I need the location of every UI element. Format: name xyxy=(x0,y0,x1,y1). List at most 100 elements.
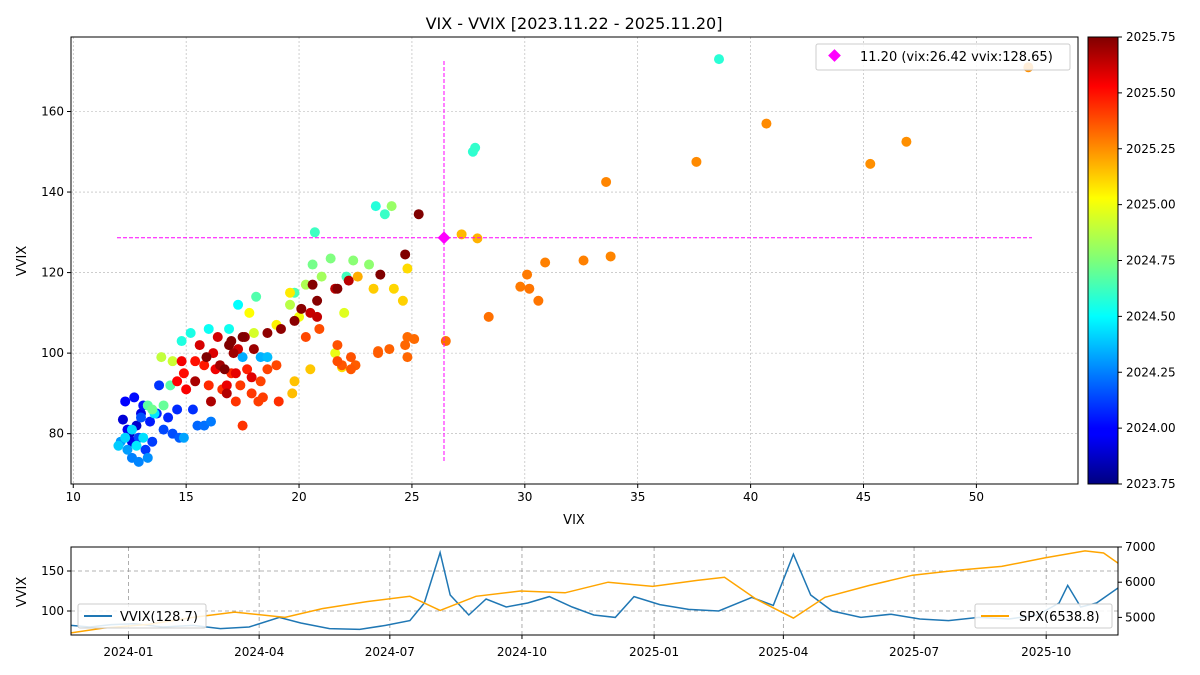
scatter-point xyxy=(187,404,198,415)
spx-legend: SPX(6538.8) xyxy=(974,603,1113,629)
reference-lines xyxy=(117,61,1032,463)
scatter-point xyxy=(142,452,153,463)
scatter-point xyxy=(230,368,241,379)
scatter-point xyxy=(158,424,169,435)
scatter-point xyxy=(224,323,235,334)
colorbar-tick-label: 2024.25 xyxy=(1126,365,1176,379)
scatter-point xyxy=(262,364,273,375)
scatter-point xyxy=(140,444,151,455)
x-tick-label: 35 xyxy=(630,490,645,504)
scatter-point xyxy=(233,299,244,310)
scatter-point xyxy=(244,307,255,318)
time-tick-label: 2025-04 xyxy=(758,645,808,659)
scatter-point xyxy=(287,388,298,399)
vvix-tick-label: 100 xyxy=(41,604,64,618)
scatter-point xyxy=(345,364,356,375)
vvix-tick-label: 150 xyxy=(41,564,64,578)
scatter-point xyxy=(275,323,286,334)
colorbar xyxy=(1087,36,1119,485)
scatter-point xyxy=(714,54,725,65)
scatter-points xyxy=(113,54,1034,467)
scatter-point xyxy=(364,259,375,270)
scatter-point xyxy=(158,400,169,411)
scatter-point xyxy=(203,323,214,334)
y-tick-label: 140 xyxy=(41,185,64,199)
scatter-point xyxy=(167,356,178,367)
scatter-point xyxy=(307,279,318,290)
time-tick-label: 2024-07 xyxy=(365,645,415,659)
scatter-point xyxy=(345,352,356,363)
scatter-point xyxy=(262,327,273,338)
scatter-point xyxy=(400,249,411,260)
scatter-point xyxy=(343,275,354,286)
scatter-point xyxy=(122,444,133,455)
scatter-point xyxy=(312,295,323,306)
x-tick-label: 40 xyxy=(743,490,758,504)
scatter-point xyxy=(176,356,187,367)
scatter-point xyxy=(483,311,494,322)
x-tick-label: 50 xyxy=(969,490,984,504)
timeseries-y-axis-label: VVIX xyxy=(15,577,30,608)
scatter-point xyxy=(205,396,216,407)
scatter-point xyxy=(185,327,196,338)
scatter-point xyxy=(237,352,248,363)
scatter-point xyxy=(129,392,140,403)
x-tick-label: 45 xyxy=(856,490,871,504)
scatter-point xyxy=(228,348,239,359)
scatter-point xyxy=(348,255,359,266)
scatter-point xyxy=(368,283,379,294)
scatter-point xyxy=(237,420,248,431)
scatter-point xyxy=(375,269,386,280)
y-tick-label: 120 xyxy=(41,266,64,280)
scatter-point xyxy=(181,384,192,395)
scatter-point xyxy=(370,201,381,212)
scatter-point xyxy=(332,340,343,351)
scatter-point xyxy=(194,340,205,351)
scatter-point xyxy=(230,396,241,407)
scatter-point xyxy=(456,229,467,240)
scatter-point xyxy=(386,201,397,212)
scatter-point xyxy=(397,295,408,306)
spx-legend-box xyxy=(974,603,1113,629)
scatter-point xyxy=(273,396,284,407)
scatter-point xyxy=(212,332,223,343)
scatter-point xyxy=(219,364,230,375)
scatter-point xyxy=(285,287,296,298)
scatter-point xyxy=(325,253,336,264)
scatter-point xyxy=(413,209,424,220)
scatter-point xyxy=(205,416,216,427)
scatter-point xyxy=(402,263,413,274)
scatter-point xyxy=(285,299,296,310)
colorbar-tick-label: 2024.75 xyxy=(1126,254,1176,268)
scatter-point xyxy=(248,327,259,338)
scatter-point xyxy=(524,283,535,294)
chart-title: VIX - VVIX [2023.11.22 - 2025.11.20] xyxy=(426,14,723,33)
scatter-point xyxy=(578,255,589,266)
scatter-point xyxy=(178,368,189,379)
y-tick-label: 160 xyxy=(41,105,64,119)
scatter-point xyxy=(138,432,149,443)
scatter-point xyxy=(307,259,318,270)
spx-tick-label: 5000 xyxy=(1125,610,1156,624)
colorbar-tick-label: 2024.50 xyxy=(1126,309,1176,323)
scatter-point xyxy=(388,283,399,294)
scatter-point xyxy=(472,233,483,244)
legend: 11.20 (vix:26.42 vvix:128.65) xyxy=(815,43,1071,71)
scatter-point xyxy=(178,432,189,443)
scatter-point xyxy=(901,136,912,147)
spx-series-line xyxy=(71,550,1118,634)
scatter-point xyxy=(400,340,411,351)
vvix-legend: VVIX(128.7) xyxy=(77,603,207,629)
colorbar-tick-label: 2025.75 xyxy=(1126,30,1176,44)
scatter-point xyxy=(262,352,273,363)
colorbar-tick-label: 2025.50 xyxy=(1126,86,1176,100)
x-tick-label: 25 xyxy=(404,490,419,504)
time-tick-label: 2024-04 xyxy=(234,645,284,659)
scatter-point xyxy=(316,271,327,282)
scatter-point xyxy=(339,307,350,318)
scatter-point xyxy=(289,315,300,326)
scatter-point xyxy=(242,364,253,375)
spx-tick-label: 6000 xyxy=(1125,575,1156,589)
scatter-point xyxy=(237,332,248,343)
scatter-point xyxy=(221,380,232,391)
